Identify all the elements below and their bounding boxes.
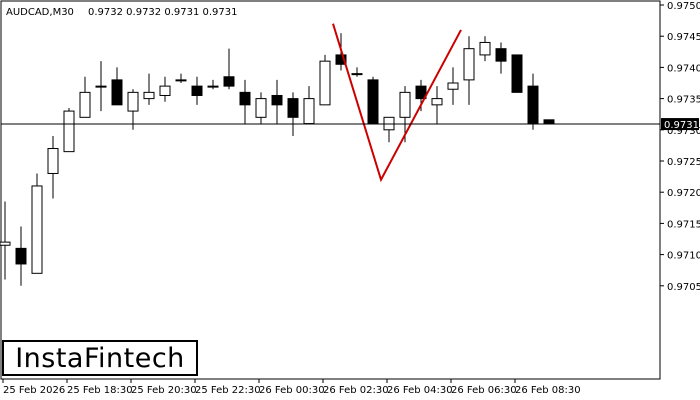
brand-logo-text: InstaFintech — [15, 342, 185, 374]
y-tick-label: 0.9740 — [667, 63, 700, 74]
x-tick-label: 25 Feb 20:30 — [131, 385, 197, 396]
candle — [143, 73, 155, 105]
candle — [495, 42, 507, 74]
candle-body-bear — [543, 119, 555, 125]
chart-symbol: AUDCAD,M30 — [6, 7, 74, 18]
candle-body-bull — [463, 48, 475, 81]
candle-body-bull — [255, 98, 267, 118]
candle-body-bull — [175, 79, 187, 82]
candle-body-bull — [127, 91, 139, 112]
x-tick-label: 25 Feb 18:30 — [67, 385, 133, 396]
pattern-line — [332, 23, 462, 183]
y-axis: 0.97050.97100.97150.97200.97250.97300.97… — [660, 1, 700, 293]
candle-body-bull — [63, 110, 75, 153]
current-price-tag — [661, 118, 699, 131]
plot-area-border — [0, 0, 661, 380]
candle — [351, 67, 363, 77]
candle — [15, 226, 27, 286]
candle — [79, 76, 91, 118]
candle-body-bull — [159, 85, 171, 96]
candle — [0, 201, 11, 280]
candle-body-bear — [239, 91, 251, 106]
candle — [95, 61, 107, 112]
y-tick-label: 0.9705 — [667, 282, 700, 293]
y-tick-label: 0.9710 — [667, 251, 700, 262]
candle — [63, 107, 75, 153]
candle — [479, 36, 491, 62]
candle-body-bear — [287, 98, 299, 118]
candle — [111, 67, 123, 106]
candle — [367, 76, 379, 125]
y-tick-label: 0.9720 — [667, 188, 700, 199]
candle-body-bull — [351, 73, 363, 76]
y-tick-label: 0.9750 — [667, 1, 700, 12]
candle-body-bull — [479, 41, 491, 56]
candle-body-bear — [111, 79, 123, 106]
candle-body-bull — [0, 241, 11, 246]
candle-body-bear — [527, 85, 539, 125]
candle — [191, 76, 203, 105]
x-tick-label: 26 Feb 06:30 — [451, 385, 517, 396]
candle-body-bull — [47, 148, 59, 174]
candle-body-bull — [399, 91, 411, 118]
candle-body-bull — [431, 98, 443, 106]
x-tick-label: 26 Feb 04:30 — [387, 385, 453, 396]
x-tick-label: 25 Feb 22:30 — [195, 385, 261, 396]
candle — [431, 86, 443, 124]
candle — [287, 92, 299, 137]
candle — [239, 79, 251, 124]
candle-body-bull — [207, 85, 219, 88]
candle-body-bull — [319, 60, 331, 106]
candle — [319, 54, 331, 106]
candle-body-bull — [95, 85, 107, 88]
candle-body-bull — [447, 82, 459, 90]
candle — [31, 173, 43, 274]
candle — [207, 79, 219, 90]
brand-logo: InstaFintech — [2, 340, 198, 376]
y-tick-label: 0.9725 — [667, 157, 700, 168]
candles-group — [0, 33, 555, 286]
chart-ohlc: 0.9732 0.9732 0.9731 0.9731 — [88, 7, 238, 18]
candle-body-bear — [367, 79, 379, 125]
candle-body-bear — [271, 94, 283, 106]
candle — [47, 136, 59, 199]
candle-body-bear — [15, 247, 27, 265]
candle — [271, 79, 283, 124]
y-tick-label: 0.9745 — [667, 32, 700, 43]
candle-body-bull — [79, 91, 91, 118]
candle-body-bear — [495, 48, 507, 62]
x-tick-label: 25 Feb 2026 — [3, 385, 65, 396]
candle — [447, 67, 459, 105]
candle — [543, 119, 555, 125]
pattern-overlay — [332, 23, 462, 183]
candle-body-bear — [191, 85, 203, 96]
candle-body-bear — [223, 76, 235, 87]
candle-body-bull — [143, 91, 155, 100]
candle — [463, 36, 475, 105]
candle-body-bull — [31, 185, 43, 274]
candle-body-bear — [415, 85, 427, 100]
y-tick-label: 0.9735 — [667, 95, 700, 106]
y-tick-label: 0.9730 — [667, 126, 700, 137]
candle — [511, 54, 523, 93]
candle — [127, 89, 139, 130]
candle — [159, 76, 171, 102]
candle — [175, 73, 187, 83]
candle-body-bull — [303, 98, 315, 125]
x-tick-label: 26 Feb 08:30 — [515, 385, 581, 396]
x-tick-label: 26 Feb 02:30 — [323, 385, 389, 396]
y-tick-label: 0.9715 — [667, 219, 700, 230]
x-tick-label: 26 Feb 00:30 — [259, 385, 325, 396]
candle — [223, 48, 235, 90]
candle — [255, 92, 267, 124]
candle-body-bear — [335, 54, 347, 65]
current-price-label: 0.9731 — [664, 120, 699, 131]
candle-body-bear — [511, 54, 523, 93]
